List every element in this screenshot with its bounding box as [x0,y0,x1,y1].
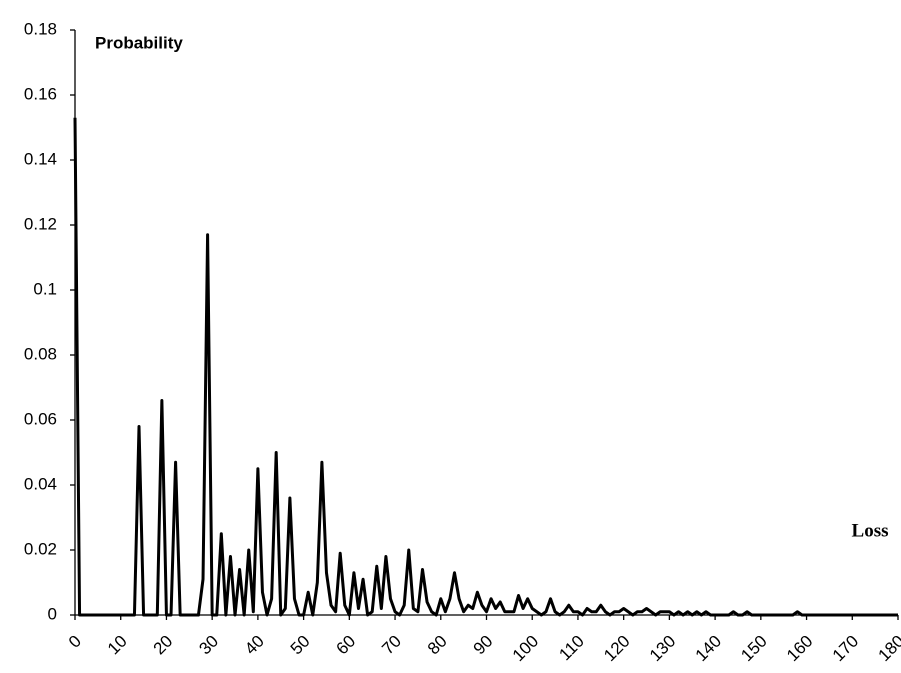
x-tick-label: 110 [555,632,588,665]
x-tick-label: 120 [600,632,633,665]
x-tick-label: 90 [470,632,497,659]
y-axis-label: Probability [95,33,183,52]
x-tick-label: 170 [829,632,862,665]
x-tick-label: 140 [692,632,725,665]
x-tick-label: 0 [65,632,85,652]
x-axis-label: Loss [852,520,889,541]
y-tick-label: 0 [48,604,57,623]
x-tick-label: 130 [646,632,679,665]
x-tick-label: 150 [737,632,770,665]
data-line [73,117,898,617]
y-tick-label: 0.08 [24,344,57,363]
x-tick-label: 80 [424,632,451,659]
x-tick-label: 50 [287,632,314,659]
y-tick-label: 0.14 [24,149,57,168]
y-tick-label: 0.12 [24,214,57,233]
y-tick-label: 0.02 [24,539,57,558]
x-tick-label: 30 [195,632,222,659]
x-tick-label: 40 [241,632,268,659]
y-tick-label: 0.04 [24,474,57,493]
x-tick-label: 20 [150,632,177,659]
x-tick-label: 160 [783,632,816,665]
y-tick-label: 0.18 [24,19,57,38]
y-tick-label: 0.1 [33,279,57,298]
x-tick-label: 10 [104,632,131,659]
y-tick-label: 0.06 [24,409,57,428]
x-tick-label: 60 [333,632,360,659]
x-tick-label: 100 [509,632,542,665]
x-tick-label: 70 [378,632,405,659]
y-tick-label: 0.16 [24,84,57,103]
x-tick-label: 180 [875,632,901,665]
